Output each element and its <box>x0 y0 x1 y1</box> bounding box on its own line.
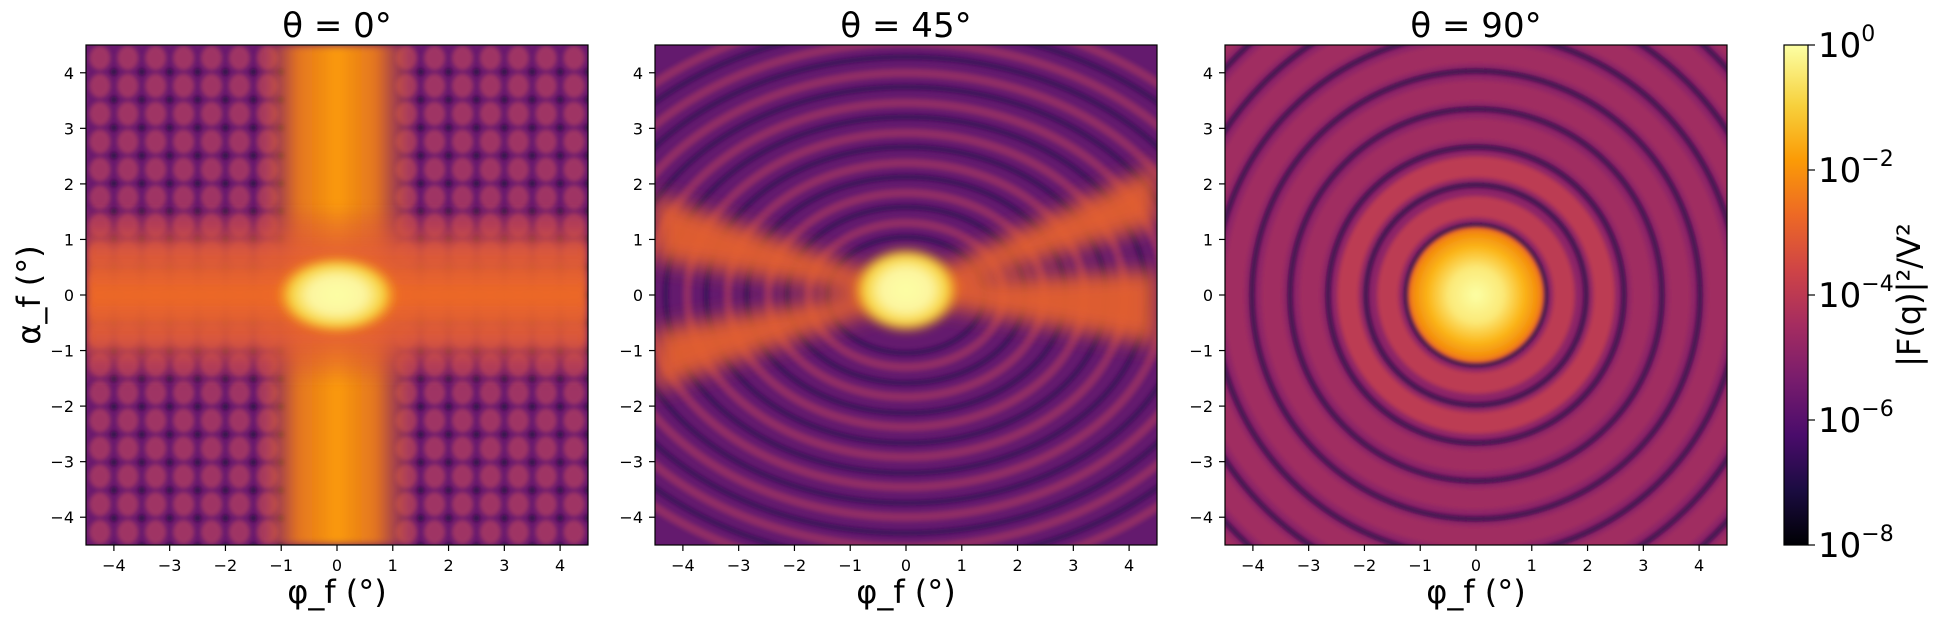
x-tick-label: 1 <box>1527 556 1537 575</box>
colorbar-gradient <box>1784 45 1808 545</box>
x-tick-label: −4 <box>1241 556 1265 575</box>
x-tick-label: 1 <box>957 556 967 575</box>
y-tick-label: −1 <box>619 342 643 361</box>
y-tick-label: −1 <box>1189 342 1213 361</box>
y-tick-label: −3 <box>619 453 643 472</box>
heatmap-panel-theta-0: −4 −3 −2 −1 0 1 2 3 4 −4 −3 −2 −1 0 1 2 3 4 θ = 0° φ_f (°… <box>10 6 589 611</box>
x-axis-label: φ_f (°) <box>1426 573 1526 611</box>
y-tick-label: −3 <box>50 453 74 472</box>
y-tick-label: −4 <box>50 508 74 527</box>
x-tick-label: 2 <box>443 556 453 575</box>
y-tick-label: 2 <box>1203 175 1213 194</box>
x-tick-label: −2 <box>1353 556 1377 575</box>
heatmap-panel-theta-45: −4 −3 −2 −1 0 1 2 3 4 −4 −3 −2 −1 0 1 2 3 4 θ = 45° φ_f (… <box>619 6 1158 611</box>
colorbar: 100 10−2 10−4 10−6 10−8 |F(q)|²/V² <box>1783 22 1928 566</box>
y-tick-label: −3 <box>1189 453 1213 472</box>
y-tick-label: −2 <box>619 397 643 416</box>
y-tick-label: 3 <box>633 119 643 138</box>
x-tick-label: 4 <box>1694 556 1704 575</box>
x-tick-label: 4 <box>1124 556 1134 575</box>
x-tick-label: 3 <box>1638 556 1648 575</box>
y-axis-label: α_f (°) <box>10 245 48 345</box>
y-tick-label: −4 <box>1189 508 1213 527</box>
x-tick-label: 0 <box>1471 556 1481 575</box>
colorbar-tick-label: 100 <box>1818 22 1875 66</box>
x-tick-label: −4 <box>102 556 126 575</box>
colorbar-ticks: 100 10−2 10−4 10−6 10−8 <box>1808 22 1894 566</box>
x-tick-label: 2 <box>1582 556 1592 575</box>
heatmap-image-theta-90 <box>1225 45 1727 545</box>
panel-title: θ = 45° <box>840 6 971 46</box>
y-tick-label: 4 <box>633 64 643 83</box>
y-tick-label: 0 <box>1203 286 1213 305</box>
heatmap-panel-theta-90: −4 −3 −2 −1 0 1 2 3 4 −4 −3 −2 −1 0 1 2 3 4 θ = 90° φ_f (… <box>1189 6 1728 611</box>
x-axis-label: φ_f (°) <box>856 573 956 611</box>
y-tick-label: 3 <box>1203 119 1213 138</box>
y-tick-label: 0 <box>64 286 74 305</box>
y-tick-label: 4 <box>64 64 74 83</box>
x-tick-label: 2 <box>1012 556 1022 575</box>
x-tick-label: −3 <box>158 556 182 575</box>
x-tick-label: −1 <box>838 556 862 575</box>
y-tick-label: −1 <box>50 342 74 361</box>
x-tick-label: −2 <box>214 556 238 575</box>
x-tick-label: −1 <box>269 556 293 575</box>
colorbar-label: |F(q)|²/V² <box>1890 223 1928 367</box>
x-tick-label: −4 <box>671 556 695 575</box>
axis-ticks: −4 −3 −2 −1 0 1 2 3 4 −4 −3 −2 −1 0 1 2 3 4 <box>50 64 565 575</box>
x-tick-label: 3 <box>499 556 509 575</box>
axis-ticks: −4 −3 −2 −1 0 1 2 3 4 −4 −3 −2 −1 0 1 2 3 4 <box>1189 64 1704 575</box>
y-tick-label: −2 <box>1189 397 1213 416</box>
y-tick-label: −2 <box>50 397 74 416</box>
y-tick-label: 0 <box>633 286 643 305</box>
y-tick-label: 3 <box>64 119 74 138</box>
x-tick-label: −1 <box>1408 556 1432 575</box>
y-tick-label: 1 <box>1203 230 1213 249</box>
x-tick-label: −2 <box>783 556 807 575</box>
x-tick-label: 0 <box>332 556 342 575</box>
y-tick-label: 2 <box>64 175 74 194</box>
colorbar-tick-label: 10−4 <box>1818 272 1894 316</box>
x-tick-label: 1 <box>388 556 398 575</box>
y-tick-label: 1 <box>64 230 74 249</box>
heatmap-image-theta-45 <box>655 45 1157 545</box>
colorbar-tick-label: 10−8 <box>1818 522 1894 566</box>
colorbar-tick-label: 10−6 <box>1818 397 1894 441</box>
x-axis-label: φ_f (°) <box>287 573 387 611</box>
x-tick-label: 0 <box>901 556 911 575</box>
y-tick-label: 2 <box>633 175 643 194</box>
x-tick-label: −3 <box>727 556 751 575</box>
panel-title: θ = 90° <box>1410 6 1541 46</box>
x-tick-label: 4 <box>555 556 565 575</box>
y-tick-label: 1 <box>633 230 643 249</box>
heatmap-image-theta-0 <box>86 45 588 545</box>
y-tick-label: 4 <box>1203 64 1213 83</box>
axis-ticks: −4 −3 −2 −1 0 1 2 3 4 −4 −3 −2 −1 0 1 2 3 4 <box>619 64 1134 575</box>
colorbar-tick-label: 10−2 <box>1818 147 1894 191</box>
x-tick-label: −3 <box>1297 556 1321 575</box>
panel-title: θ = 0° <box>282 6 392 46</box>
y-tick-label: −4 <box>619 508 643 527</box>
x-tick-label: 3 <box>1068 556 1078 575</box>
